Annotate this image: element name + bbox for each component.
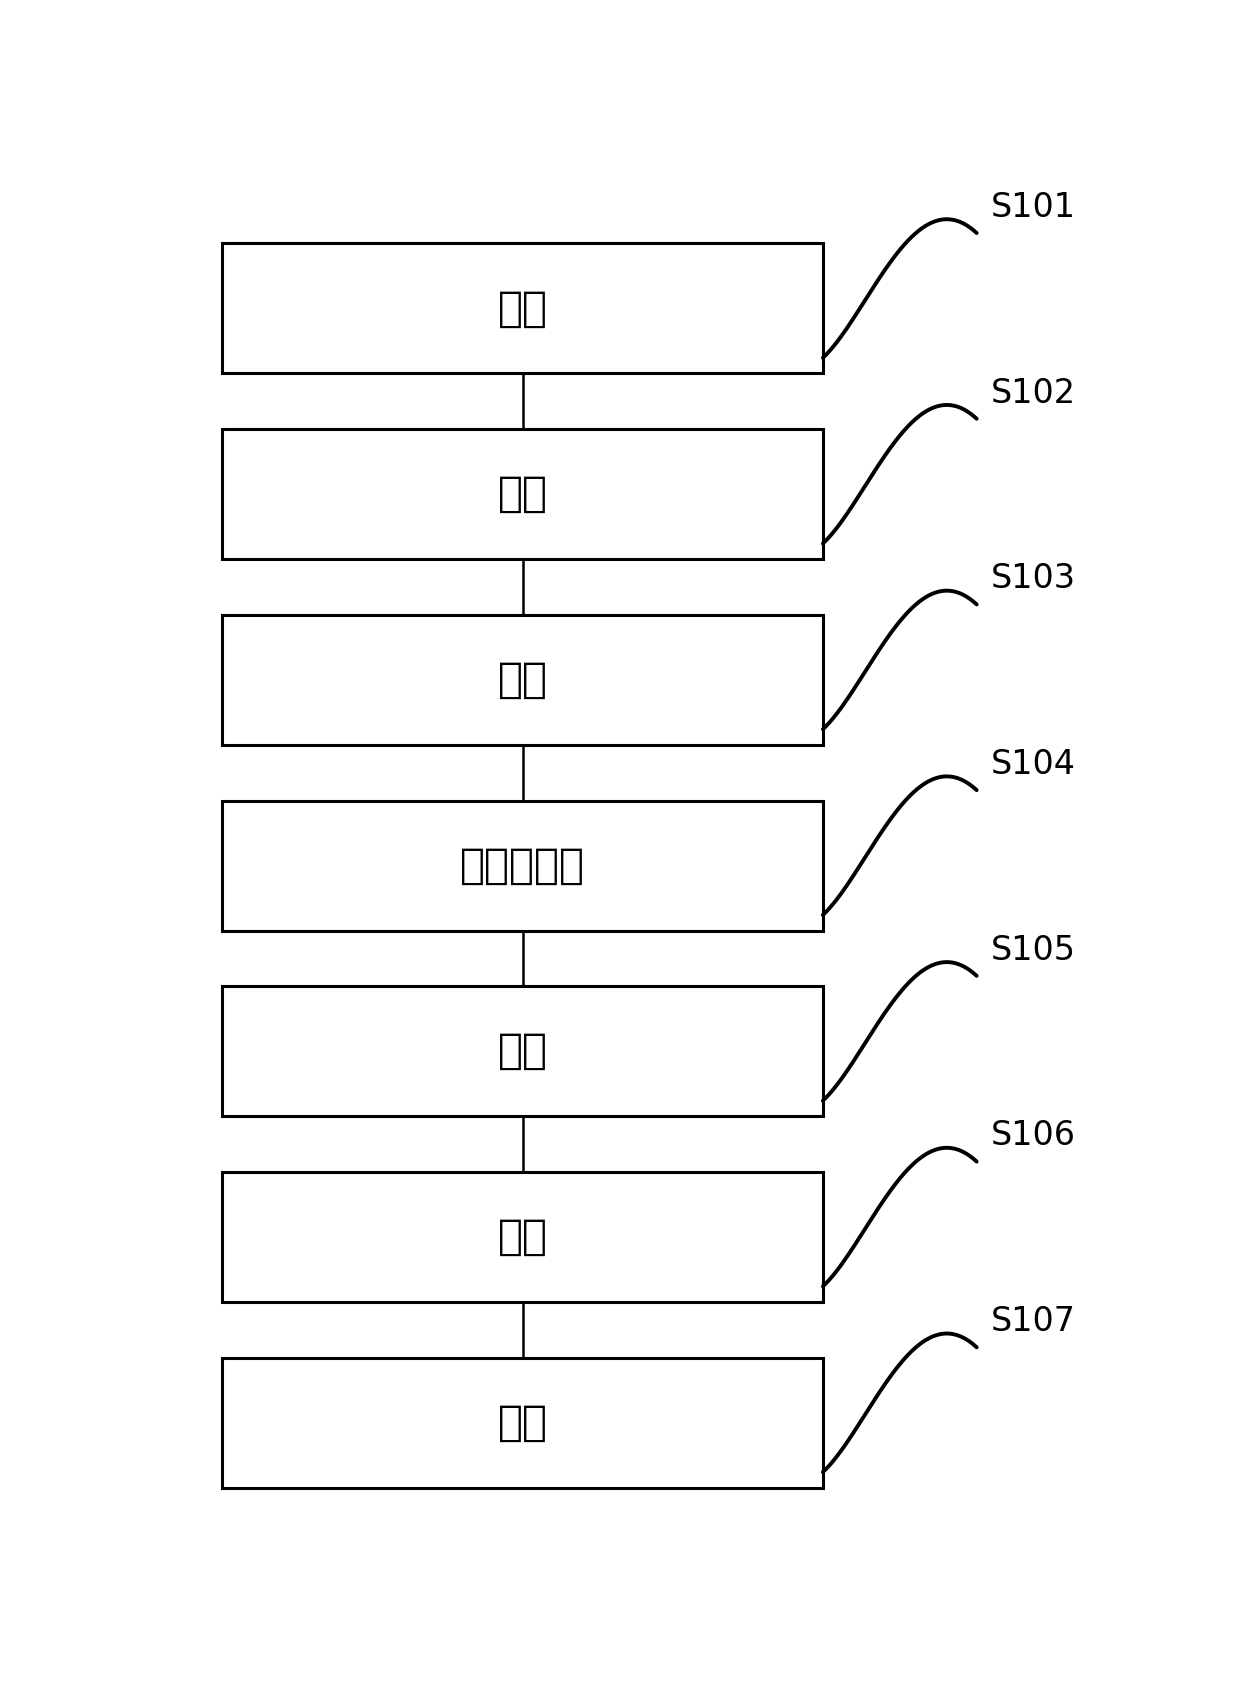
- Bar: [222, 614, 823, 745]
- Text: 超声波处理: 超声波处理: [460, 845, 585, 886]
- Bar: [222, 429, 823, 560]
- Bar: [222, 1357, 823, 1488]
- Text: 送样: 送样: [497, 1216, 548, 1259]
- Bar: [222, 987, 823, 1116]
- Text: S106: S106: [991, 1119, 1076, 1153]
- Bar: [222, 1172, 823, 1301]
- Text: 进样: 进样: [497, 287, 548, 330]
- Text: S104: S104: [991, 748, 1076, 781]
- Text: S102: S102: [991, 376, 1076, 410]
- Text: S105: S105: [991, 934, 1076, 966]
- Text: S101: S101: [991, 191, 1076, 225]
- Text: 补水: 补水: [497, 1031, 548, 1072]
- Bar: [222, 801, 823, 930]
- Text: S103: S103: [991, 563, 1076, 595]
- Text: 加热: 加热: [497, 658, 548, 701]
- Bar: [222, 243, 823, 374]
- Text: S107: S107: [991, 1305, 1076, 1339]
- Text: 清洗: 清洗: [497, 1402, 548, 1444]
- Text: 放电: 放电: [497, 473, 548, 515]
